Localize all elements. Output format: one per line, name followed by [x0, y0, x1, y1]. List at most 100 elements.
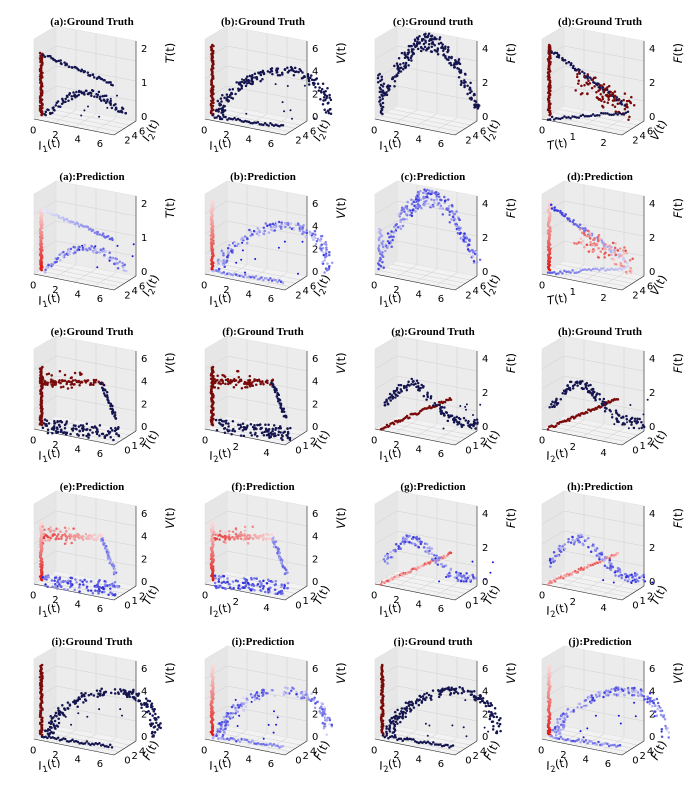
data-point	[45, 419, 49, 422]
data-point	[400, 51, 404, 55]
data-point	[275, 395, 279, 398]
data-point	[92, 383, 95, 387]
grid-line	[541, 85, 565, 100]
data-point	[53, 109, 56, 112]
data-point	[301, 232, 304, 236]
data-point	[223, 265, 226, 268]
data-point	[614, 574, 617, 577]
data-point	[437, 201, 441, 205]
data-point	[267, 423, 270, 427]
data-point	[614, 112, 617, 115]
data-point	[447, 204, 451, 208]
data-point	[248, 231, 251, 234]
data-point	[418, 204, 422, 208]
z-tick-label: 0	[649, 112, 655, 123]
data-point	[238, 427, 241, 431]
data-point	[417, 196, 421, 200]
data-point	[553, 580, 557, 583]
grid-line	[558, 264, 639, 281]
z-tick-label: 4	[312, 377, 318, 388]
data-point	[629, 101, 633, 105]
data-point	[575, 68, 578, 72]
data-point	[575, 116, 578, 119]
data-point	[218, 538, 221, 541]
data-point	[242, 434, 246, 438]
data-point	[600, 553, 604, 556]
data-point	[379, 583, 383, 586]
data-point	[87, 537, 91, 541]
data-point	[602, 267, 605, 270]
data-point	[428, 189, 431, 192]
y-tick-label: 2	[632, 136, 638, 147]
data-point	[251, 537, 255, 541]
y-axis-line	[284, 275, 308, 291]
grid-line	[33, 200, 57, 215]
data-point	[411, 380, 415, 383]
data-point	[270, 69, 273, 73]
y-axis-line	[113, 275, 137, 291]
data-point	[256, 120, 260, 124]
data-point	[248, 384, 252, 388]
data-point	[585, 81, 588, 85]
data-point	[557, 547, 560, 550]
data-point	[274, 278, 278, 282]
data-point	[50, 378, 53, 381]
data-point	[625, 261, 629, 265]
data-point	[396, 65, 400, 69]
data-point	[102, 247, 105, 250]
data-point	[402, 538, 405, 541]
data-point	[392, 235, 395, 239]
data-point	[289, 222, 293, 225]
data-point	[98, 95, 102, 98]
data-point	[109, 587, 112, 590]
data-point	[270, 228, 273, 232]
data-point	[238, 118, 242, 122]
x-tick-label: 2	[223, 130, 229, 141]
data-point	[116, 585, 120, 589]
data-point	[412, 535, 415, 539]
data-point	[55, 260, 58, 264]
data-point	[80, 114, 83, 117]
data-point	[579, 114, 583, 118]
data-point	[391, 238, 394, 242]
data-point	[224, 115, 227, 119]
data-point	[49, 526, 52, 529]
data-point	[262, 382, 265, 386]
data-point	[236, 369, 239, 373]
chart-title: (a):Ground Truth	[50, 16, 133, 28]
data-point	[323, 271, 326, 274]
data-point	[247, 586, 250, 589]
data-point	[72, 91, 75, 94]
data-point	[406, 383, 410, 387]
data-point	[228, 582, 231, 586]
data-point	[602, 83, 606, 86]
data-point	[548, 109, 552, 113]
data-point	[593, 85, 596, 88]
data-point	[44, 729, 47, 733]
data-point	[616, 551, 620, 555]
data-point	[391, 397, 394, 400]
data-point	[116, 262, 119, 265]
x-tick-label: 2	[52, 440, 58, 451]
data-point	[587, 115, 591, 118]
data-point	[281, 101, 284, 104]
data-point	[228, 243, 231, 247]
data-point	[44, 110, 48, 114]
data-point	[426, 188, 429, 192]
data-point	[470, 96, 473, 99]
data-point	[320, 247, 323, 251]
chart-title: (b):Prediction	[230, 171, 296, 183]
x-tick-label: 6	[97, 604, 103, 615]
data-point	[626, 110, 630, 114]
data-point	[423, 45, 427, 49]
y-axis-line	[284, 430, 308, 446]
data-point	[77, 68, 80, 72]
data-point	[549, 565, 552, 568]
data-point	[47, 264, 50, 267]
data-point	[634, 580, 637, 584]
data-point	[65, 217, 69, 221]
data-point	[607, 253, 611, 257]
x-tick-label: 0	[371, 435, 377, 446]
